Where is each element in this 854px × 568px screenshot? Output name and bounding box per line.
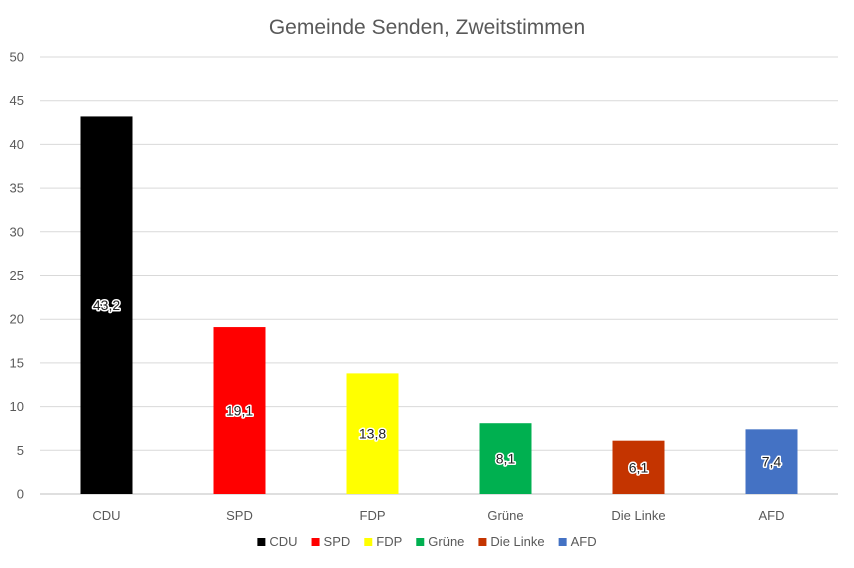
- data-label: 19,1: [226, 403, 253, 419]
- data-label: 6,1: [629, 459, 649, 475]
- legend-swatch: [257, 538, 266, 546]
- x-axis-categories: CDU SPD FDP Grüne Die Linke AFD: [92, 508, 784, 523]
- legend: CDU SPD FDP Grüne Die Linke AFD: [257, 534, 597, 549]
- data-labels: 43,2 19,1 13,8 8,1 6,1 7,4: [91, 296, 783, 477]
- x-category-label: SPD: [226, 508, 253, 523]
- data-label: 13,8: [359, 426, 386, 442]
- y-tick-label: 20: [10, 312, 24, 327]
- legend-item: CDU: [257, 534, 298, 549]
- bar-grüne: [479, 423, 532, 494]
- y-tick-label: 5: [17, 443, 24, 458]
- x-category-label: Die Linke: [611, 508, 665, 523]
- legend-item: SPD: [311, 534, 351, 549]
- bar-cdu: [80, 116, 133, 494]
- legend-swatch: [478, 538, 487, 546]
- legend-label: CDU: [269, 534, 297, 549]
- bars: [80, 116, 798, 494]
- y-tick-label: 45: [10, 93, 24, 108]
- chart-title: Gemeinde Senden, Zweitstimmen: [269, 16, 585, 39]
- y-tick-label: 0: [17, 487, 24, 502]
- legend-item: Die Linke: [478, 534, 545, 549]
- bar-fdp: [346, 373, 399, 494]
- y-tick-label: 30: [10, 224, 24, 239]
- legend-item: FDP: [364, 534, 402, 549]
- bar-spd: [213, 327, 266, 494]
- legend-swatch: [311, 538, 320, 546]
- data-label: 8,1: [496, 451, 516, 467]
- legend-label: Grüne: [428, 534, 464, 549]
- bar-die-linke: [612, 440, 665, 494]
- bar-afd: [745, 429, 798, 494]
- legend-label: FDP: [376, 534, 402, 549]
- data-label: 7,4: [762, 454, 782, 470]
- x-category-label: AFD: [759, 508, 785, 523]
- y-tick-label: 10: [10, 399, 24, 414]
- y-tick-label: 40: [10, 137, 24, 152]
- x-category-label: CDU: [92, 508, 120, 523]
- legend-label: Die Linke: [490, 534, 544, 549]
- x-category-label: Grüne: [487, 508, 523, 523]
- gridlines: [40, 56, 838, 495]
- y-axis-ticks: 0 5 10 15 20 25 30 35 40 45 50: [10, 50, 24, 502]
- legend-swatch: [558, 538, 567, 546]
- data-label: 43,2: [93, 297, 120, 313]
- x-category-label: FDP: [360, 508, 386, 523]
- legend-swatch: [416, 538, 425, 546]
- y-tick-label: 35: [10, 181, 24, 196]
- y-tick-label: 25: [10, 268, 24, 283]
- y-tick-label: 15: [10, 355, 24, 370]
- legend-label: SPD: [324, 534, 351, 549]
- legend-swatch: [364, 538, 373, 546]
- legend-item: AFD: [558, 534, 597, 549]
- legend-item: Grüne: [416, 534, 464, 549]
- legend-label: AFD: [571, 534, 597, 549]
- y-tick-label: 50: [10, 50, 24, 65]
